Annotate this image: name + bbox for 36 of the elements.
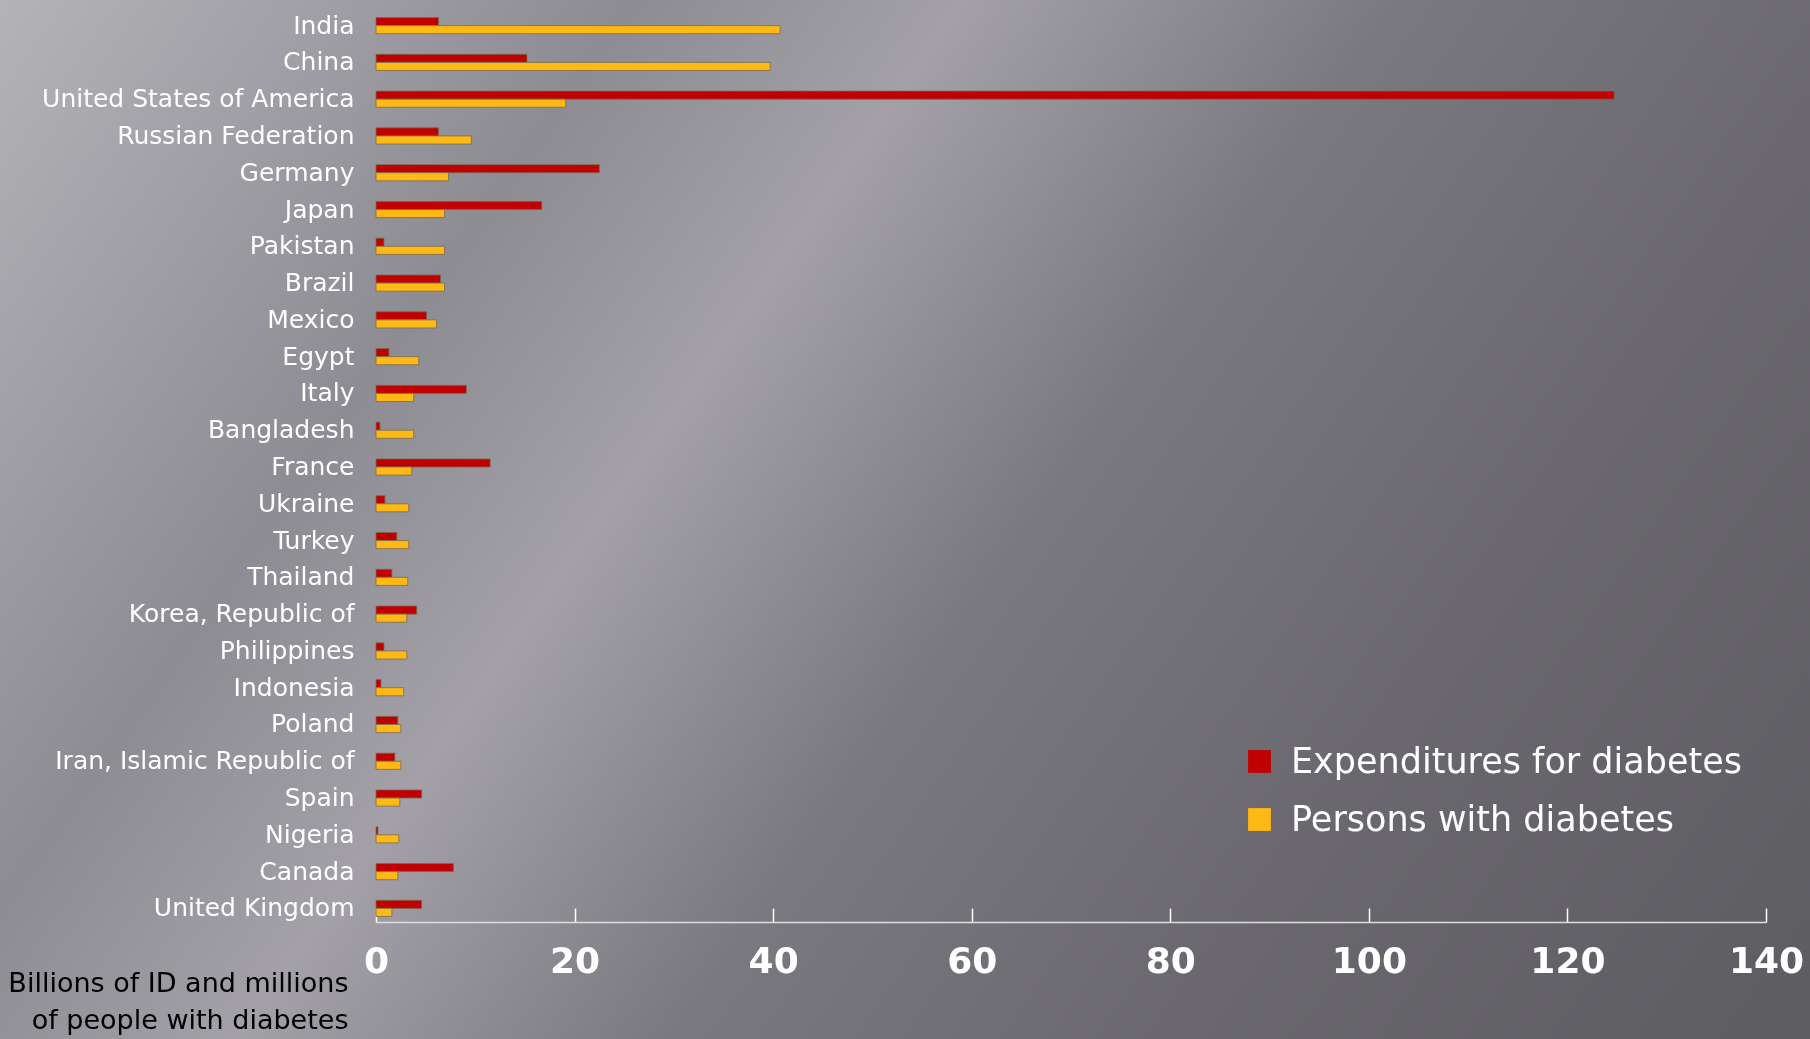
y-tick-label: France <box>271 452 355 481</box>
y-tick-label: United States of America <box>42 84 355 114</box>
y-tick-label: Turkey <box>272 525 355 555</box>
y-tick-label: Korea, Republic of <box>128 599 356 629</box>
y-tick-label: Italy <box>300 378 355 408</box>
x-tick-label: 80 <box>1145 939 1196 981</box>
y-tick-label: Philippines <box>219 635 355 665</box>
x-tick-label: 60 <box>947 939 998 981</box>
y-tick-label: Bangladesh <box>207 415 355 445</box>
x-tick-label: 0 <box>363 939 390 981</box>
y-tick-label: Egypt <box>282 341 355 371</box>
x-tick-label: 140 <box>1728 939 1805 981</box>
y-tick-label: Russian Federation <box>117 120 355 150</box>
x-tick-label: 40 <box>748 939 799 981</box>
y-tick-label: Iran, Islamic Republic of <box>55 746 356 776</box>
y-tick-label: Thailand <box>246 562 355 592</box>
y-tick-label: Poland <box>271 709 355 739</box>
y-tick-label: China <box>283 47 355 77</box>
y-tick-label: United Kingdom <box>153 893 355 923</box>
y-tick-label: Spain <box>284 783 355 813</box>
x-tick-label: 20 <box>550 939 601 981</box>
y-tick-label: Canada <box>259 856 355 886</box>
x-tick-label: 100 <box>1331 939 1407 981</box>
legend-label: Expenditures for diabetes <box>1291 740 1743 781</box>
y-tick-label: Ukraine <box>257 488 355 518</box>
legend-label: Persons with diabetes <box>1291 798 1674 839</box>
y-tick-label: Indonesia <box>233 672 355 702</box>
y-tick-label: India <box>293 10 355 40</box>
y-tick-label: Brazil <box>284 268 355 298</box>
y-tick-label: Pakistan <box>249 231 355 261</box>
x-tick-label: 120 <box>1530 939 1606 981</box>
y-tick-label: Mexico <box>267 304 355 334</box>
x-axis-title: Billions of ID and millions of people with diabetes <box>8 966 349 1035</box>
y-tick-label: Nigeria <box>265 819 355 849</box>
y-tick-label: Germany <box>239 157 355 187</box>
y-tick-label: Japan <box>282 194 355 224</box>
